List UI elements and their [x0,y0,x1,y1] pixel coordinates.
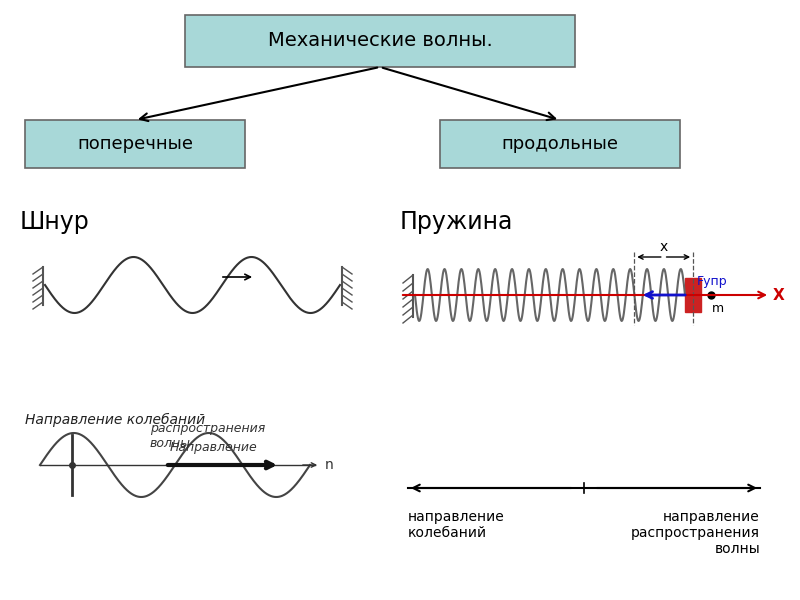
Text: Пружина: Пружина [400,210,514,234]
Text: n: n [325,458,334,472]
Text: продольные: продольные [502,135,618,153]
Text: Направление: Направление [170,440,258,454]
Text: Механические волны.: Механические волны. [268,31,492,50]
Text: X: X [773,287,785,302]
FancyBboxPatch shape [185,15,575,67]
Text: распространения
волны: распространения волны [150,422,266,450]
Text: поперечные: поперечные [77,135,193,153]
Text: m: m [712,302,724,316]
Text: Направление колебаний: Направление колебаний [25,413,205,427]
Text: Шнур: Шнур [20,210,90,234]
FancyBboxPatch shape [25,120,245,168]
Text: Fупр: Fупр [697,275,728,289]
Text: направление
распространения
волны: направление распространения волны [631,510,760,556]
Text: направление
колебаний: направление колебаний [408,510,505,540]
Text: x: x [659,240,668,254]
FancyBboxPatch shape [685,278,701,312]
FancyBboxPatch shape [440,120,680,168]
